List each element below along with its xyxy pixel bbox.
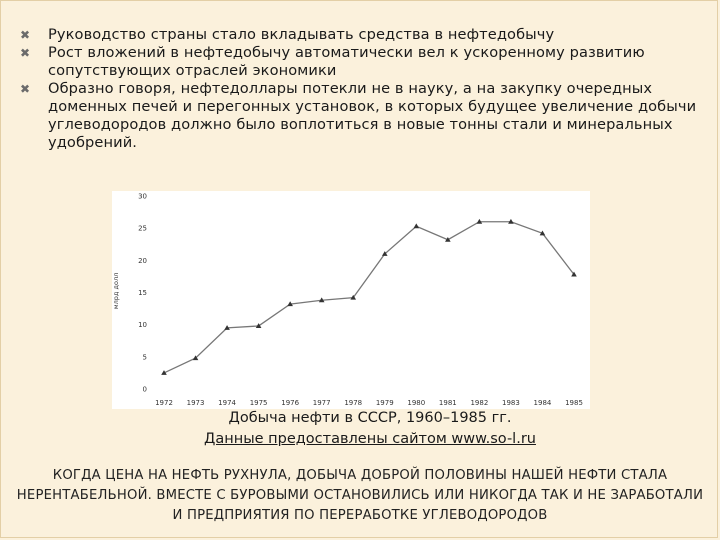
chart-caption: Добыча нефти в СССР, 1960–1985 гг. Данны… (150, 408, 590, 450)
x-mark-icon: ✖ (20, 46, 31, 60)
x-tick-label: 1983 (502, 399, 520, 407)
y-tick-label: 25 (138, 225, 147, 233)
data-point (192, 355, 199, 361)
bullet-text: Рост вложений в нефтедобычу автоматическ… (48, 44, 645, 79)
y-tick-label: 20 (138, 257, 147, 265)
x-tick-label: 1985 (565, 399, 583, 407)
x-tick-label: 1976 (281, 399, 299, 407)
data-point (571, 271, 577, 277)
caption-source-link[interactable]: Данные предоставлены сайтом www.so-l.ru (204, 431, 536, 447)
data-point (445, 236, 451, 242)
x-tick-label: 1977 (313, 399, 331, 407)
bullet-item: ✖ Образно говоря, нефтедоллары потекли н… (18, 80, 708, 152)
bullet-list: ✖ Руководство страны стало вкладывать ср… (18, 26, 708, 152)
x-tick-label: 1974 (218, 399, 236, 407)
data-point (413, 223, 420, 229)
data-point (318, 297, 325, 303)
y-tick-label: 5 (143, 353, 147, 361)
x-tick-label: 1973 (187, 399, 205, 407)
data-point (476, 218, 483, 224)
y-tick-label: 10 (138, 321, 147, 329)
x-tick-label: 1980 (407, 399, 425, 407)
chart-svg: 0 5 10 15 20 25 30 млрд долл 1972 1973 1974 1975 197… (112, 193, 583, 408)
bullet-item: ✖ Руководство страны стало вкладывать ср… (18, 26, 708, 44)
x-mark-icon: ✖ (20, 28, 31, 42)
bullet-text: Руководство страны стало вкладывать сред… (48, 26, 555, 43)
oil-production-chart: 0 5 10 15 20 25 30 млрд долл 1972 1973 1974 1975 197… (112, 191, 590, 409)
data-point (350, 294, 357, 300)
x-tick-label: 1984 (534, 399, 552, 407)
y-tick-label: 30 (138, 193, 147, 201)
x-tick-label: 1981 (439, 399, 457, 407)
caption-title: Добыча нефти в СССР, 1960–1985 гг. (228, 410, 512, 426)
data-point (381, 251, 388, 256)
y-tick-label: 15 (138, 289, 147, 297)
data-point (161, 370, 167, 375)
data-point (224, 325, 230, 330)
x-tick-label: 1982 (470, 399, 488, 407)
x-tick-label: 1979 (376, 399, 394, 407)
data-point (508, 218, 514, 224)
x-mark-icon: ✖ (20, 82, 31, 96)
series-line (163, 221, 575, 374)
y-tick-label: 0 (143, 386, 147, 394)
data-point (255, 323, 262, 328)
x-tick-label: 1975 (250, 399, 268, 407)
bottom-text: КОГДА ЦЕНА НА НЕФТЬ РУХНУЛА, ДОБЫЧА ДОБР… (16, 468, 704, 523)
data-point (539, 230, 546, 236)
y-axis-label: млрд долл (112, 273, 120, 310)
data-point (287, 301, 293, 307)
bullet-item: ✖ Рост вложений в нефтедобычу автоматиче… (18, 44, 708, 80)
x-tick-label: 1972 (155, 399, 173, 407)
bullet-text: Образно говоря, нефтедоллары потекли не … (48, 80, 697, 151)
x-tick-label: 1978 (344, 399, 362, 407)
